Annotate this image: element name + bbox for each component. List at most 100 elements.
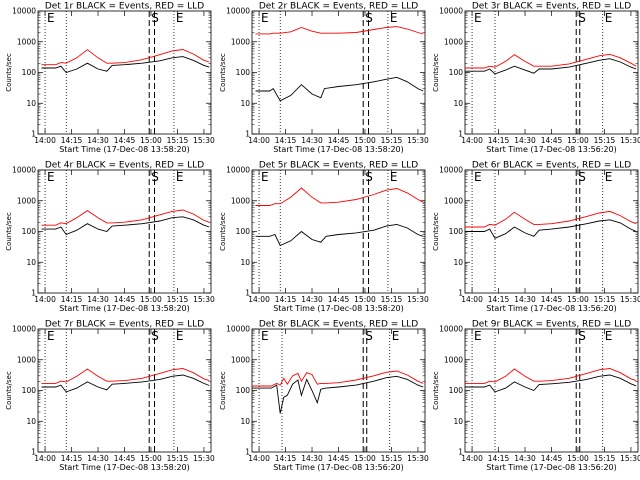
series-line-events bbox=[465, 219, 637, 239]
marker-label-s: S bbox=[578, 11, 586, 25]
x-tick-label: 14:00 bbox=[461, 295, 483, 304]
marker-label-e: E bbox=[47, 170, 55, 184]
y-tick-label: 1 bbox=[245, 130, 250, 139]
y-tick-label: 10 bbox=[240, 258, 250, 267]
x-tick-label: 14:00 bbox=[461, 454, 483, 463]
marker-label-e: E bbox=[392, 329, 400, 343]
x-tick-label: 14:45 bbox=[114, 454, 136, 463]
x-tick-label: 15:30 bbox=[407, 295, 429, 304]
x-tick-label: 14:30 bbox=[301, 454, 323, 463]
panel-title: Det 4r BLACK = Events, RED = LLD bbox=[45, 161, 204, 171]
y-tick-label: 1 bbox=[458, 130, 463, 139]
x-tick-label: 15:15 bbox=[167, 136, 189, 145]
plot-frame bbox=[251, 169, 426, 294]
y-tick-label: 10 bbox=[453, 258, 463, 267]
x-axis-label: Start Time (17-Dec-08 13:58:20) bbox=[59, 304, 190, 313]
marker-label-e: E bbox=[474, 11, 482, 25]
x-axis-label: Start Time (17-Dec-08 13:56:20) bbox=[486, 304, 617, 313]
x-axis-label: Start Time (17-Dec-08 13:58:20) bbox=[273, 145, 404, 154]
series-line-lld bbox=[41, 368, 210, 384]
plot-frame bbox=[464, 10, 639, 135]
x-tick-label: 14:15 bbox=[275, 136, 297, 145]
panel-det-6: Det 6r BLACK = Events, RED = LLD 1 10 100 10… bbox=[432, 161, 640, 314]
x-tick-label: 14:30 bbox=[301, 136, 323, 145]
x-tick-label: 14:45 bbox=[541, 454, 563, 463]
y-tick-label: 10000 bbox=[12, 7, 36, 16]
y-tick-label: 1000 bbox=[444, 355, 463, 364]
y-tick-label: 1 bbox=[31, 448, 36, 457]
panel-det-7: Det 7r BLACK = Events, RED = LLD 1 10 100 10… bbox=[5, 320, 215, 473]
y-tick-label: 10 bbox=[240, 417, 250, 426]
x-tick-label: 15:15 bbox=[594, 136, 616, 145]
marker-label-e: E bbox=[605, 170, 613, 184]
marker-label-s: S bbox=[578, 170, 586, 184]
x-tick-label: 15:00 bbox=[354, 454, 376, 463]
y-tick-label: 100 bbox=[236, 227, 251, 236]
x-axis-label: Start Time (17-Dec-08 13:56:20) bbox=[486, 463, 617, 472]
marker-label-s: S bbox=[151, 11, 159, 25]
x-tick-label: 14:00 bbox=[34, 454, 56, 463]
series-line-events bbox=[252, 375, 424, 414]
y-axis-label: Counts/sec bbox=[432, 53, 440, 92]
marker-label-s: S bbox=[365, 11, 373, 25]
y-tick-label: 100 bbox=[236, 68, 251, 77]
x-tick-label: 14:30 bbox=[87, 295, 109, 304]
series-line-lld bbox=[41, 209, 210, 226]
plot-frame bbox=[464, 328, 639, 453]
x-tick-label: 15:30 bbox=[407, 136, 429, 145]
x-axis-label: Start Time (17-Dec-08 13:58:20) bbox=[59, 145, 190, 154]
y-tick-label: 1000 bbox=[17, 196, 36, 205]
marker-label-e: E bbox=[605, 11, 613, 25]
x-tick-label: 15:30 bbox=[620, 454, 640, 463]
y-tick-label: 1 bbox=[458, 289, 463, 298]
y-tick-label: 1000 bbox=[231, 196, 250, 205]
y-tick-label: 10 bbox=[26, 417, 36, 426]
plot-frame bbox=[251, 10, 426, 135]
x-tick-label: 14:45 bbox=[541, 295, 563, 304]
x-tick-label: 15:00 bbox=[567, 136, 589, 145]
x-tick-label: 14:15 bbox=[488, 136, 510, 145]
y-axis-label: Counts/sec bbox=[5, 53, 13, 92]
y-tick-label: 1000 bbox=[231, 37, 250, 46]
y-axis-label: Counts/sec bbox=[5, 212, 13, 251]
plot-frame bbox=[251, 328, 426, 453]
y-tick-label: 100 bbox=[22, 68, 37, 77]
x-tick-label: 14:30 bbox=[514, 454, 536, 463]
x-tick-label: 14:00 bbox=[34, 295, 56, 304]
y-tick-label: 100 bbox=[449, 386, 464, 395]
series-line-lld bbox=[41, 49, 210, 66]
panel-title: Det 5r BLACK = Events, RED = LLD bbox=[259, 161, 418, 171]
x-tick-label: 14:15 bbox=[275, 454, 297, 463]
series-line-events bbox=[465, 374, 637, 393]
x-axis-label: Start Time (17-Dec-08 13:56:20) bbox=[486, 145, 617, 154]
x-tick-label: 14:00 bbox=[248, 136, 270, 145]
marker-label-s: S bbox=[151, 329, 159, 343]
marker-label-s: S bbox=[365, 329, 373, 343]
marker-label-e: E bbox=[261, 170, 269, 184]
x-tick-label: 14:00 bbox=[34, 136, 56, 145]
series-line-events bbox=[255, 223, 424, 247]
y-tick-label: 1000 bbox=[231, 355, 250, 364]
x-tick-label: 15:15 bbox=[594, 454, 616, 463]
y-tick-label: 1000 bbox=[444, 37, 463, 46]
x-tick-label: 14:15 bbox=[275, 295, 297, 304]
x-tick-label: 15:30 bbox=[620, 136, 640, 145]
y-tick-label: 10 bbox=[240, 99, 250, 108]
y-tick-label: 100 bbox=[449, 227, 464, 236]
y-tick-label: 1 bbox=[31, 289, 36, 298]
marker-label-s: S bbox=[151, 170, 159, 184]
x-tick-label: 14:30 bbox=[87, 136, 109, 145]
x-tick-label: 14:00 bbox=[461, 136, 483, 145]
x-tick-label: 14:15 bbox=[61, 454, 83, 463]
marker-label-e: E bbox=[47, 11, 55, 25]
marker-label-e: E bbox=[474, 170, 482, 184]
panel-det-1: Det 1r BLACK = Events, RED = LLD 1 10 100 10… bbox=[5, 2, 215, 155]
y-tick-label: 10000 bbox=[226, 7, 250, 16]
panel-title: Det 1r BLACK = Events, RED = LLD bbox=[45, 2, 204, 12]
marker-label-e: E bbox=[261, 329, 269, 343]
panel-det-9: Det 9r BLACK = Events, RED = LLD 1 10 100 10… bbox=[432, 320, 640, 473]
y-axis-label: Counts/sec bbox=[219, 212, 227, 251]
series-line-lld bbox=[465, 53, 637, 69]
y-tick-label: 10 bbox=[453, 99, 463, 108]
